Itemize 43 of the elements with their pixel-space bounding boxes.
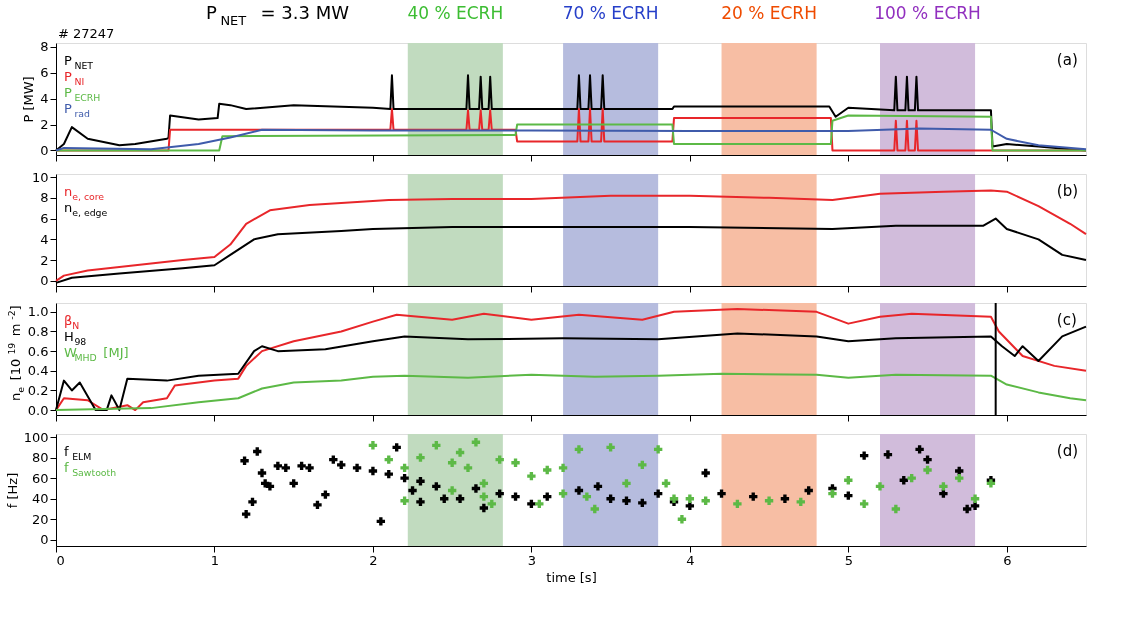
- y-axis-title: f [Hz]: [4, 472, 20, 509]
- x-tick-label: 0: [56, 552, 65, 568]
- band-label: 20 % ECRH: [721, 3, 817, 23]
- y-tick-label: 6: [40, 65, 49, 81]
- x-tick-label: 1: [210, 552, 220, 568]
- y-tick-label: 0.2: [27, 382, 49, 398]
- annotation: (c): [1056, 311, 1077, 329]
- y-tick-label: 0: [40, 142, 49, 158]
- y-tick-label: 2: [40, 117, 49, 133]
- y-tick-label: 20: [31, 511, 49, 527]
- y-tick-label: 8: [40, 190, 49, 206]
- y-axis-title: P [MW]: [21, 76, 37, 123]
- x-tick-label: 4: [686, 552, 695, 568]
- y-axis-title: ne [1019 m-2]: [5, 305, 27, 401]
- y-tick-label: 0.8: [27, 323, 49, 339]
- y-tick-label: 2: [40, 252, 49, 268]
- y-tick-label: 8: [40, 39, 49, 55]
- y-tick-label: 0.0: [27, 402, 49, 418]
- y-tick-label: 0.4: [27, 363, 49, 379]
- x-tick-label: 3: [527, 552, 537, 568]
- annotation: (d): [1056, 442, 1079, 460]
- y-tick-label: 0: [40, 273, 49, 289]
- band-label: 100 % ECRH: [874, 3, 981, 23]
- y-tick-label: 40: [31, 491, 49, 507]
- y-tick-label: 100: [23, 429, 49, 445]
- y-tick-label: 4: [40, 231, 49, 247]
- y-tick-label: 0.6: [27, 343, 49, 359]
- y-tick-label: 1.0: [27, 304, 49, 320]
- annotation: (a): [1056, 51, 1078, 69]
- y-tick-label: 10: [31, 169, 49, 185]
- x-tick-label: 2: [369, 552, 378, 568]
- y-tick-label: 80: [31, 450, 49, 466]
- band-label: 70 % ECRH: [562, 3, 659, 23]
- y-tick-label: 4: [40, 91, 49, 107]
- text: # 27247: [58, 26, 115, 41]
- y-tick-label: 6: [40, 211, 49, 227]
- x-tick-label: 5: [844, 552, 853, 568]
- band-label: 40 % ECRH: [407, 3, 504, 23]
- x-tick-label: 6: [1003, 552, 1012, 568]
- annotation: (b): [1056, 182, 1079, 200]
- y-tick-label: 60: [31, 470, 49, 486]
- x-axis-title: time [s]: [546, 569, 597, 585]
- y-tick-label: 0: [40, 532, 49, 548]
